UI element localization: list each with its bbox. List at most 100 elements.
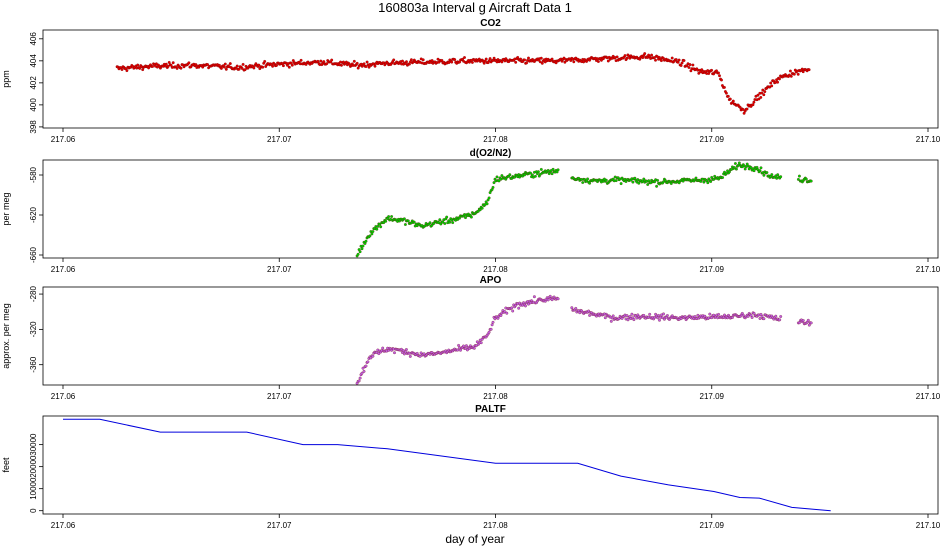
x-tick-label: 217.07 [267, 265, 292, 274]
scatter-point [478, 208, 482, 212]
plot-frame [42, 159, 939, 259]
scatter-point [440, 58, 444, 62]
scatter-point [523, 58, 527, 62]
scatter-point [450, 60, 454, 64]
x-tick-label: 217.06 [51, 135, 76, 144]
scatter-point [588, 313, 592, 317]
scatter-point [556, 168, 560, 172]
scatter-point [495, 175, 499, 179]
scatter-point [491, 320, 495, 324]
scatter-point [175, 66, 179, 70]
scatter-point [769, 81, 773, 85]
scatter-point [463, 56, 466, 59]
scatter-point [697, 71, 701, 75]
scatter-point [588, 181, 592, 185]
scatter-point [611, 314, 615, 318]
scatter-point [770, 173, 774, 177]
scatter-point [625, 314, 629, 318]
scatter-point [151, 65, 154, 68]
scatter-point [362, 62, 366, 66]
scatter-point [438, 218, 442, 222]
scatter-point [661, 316, 664, 320]
scatter-point [731, 99, 735, 103]
scatter-point [556, 297, 560, 301]
scatter-point [539, 167, 543, 171]
series-line [63, 418, 831, 512]
scatter-point [694, 176, 698, 180]
scatter-point [702, 180, 706, 184]
scatter-point [523, 173, 527, 177]
scatter-point [792, 72, 796, 76]
scatter-point [517, 306, 521, 310]
scatter-point [734, 167, 738, 171]
scatter-point [171, 61, 175, 65]
scatter-point [796, 177, 800, 181]
scatter-point [510, 306, 514, 310]
scatter-point [505, 311, 509, 315]
scatter-point [758, 317, 762, 320]
scatter-point [648, 312, 652, 316]
scatter-point [403, 223, 407, 226]
scatter-point [674, 58, 678, 61]
scatter-point [730, 316, 734, 319]
scatter-point [759, 166, 763, 170]
scatter-point [733, 162, 737, 165]
scatter-point [451, 221, 455, 225]
scatter-point [548, 294, 552, 298]
scatter-point [356, 252, 360, 256]
scatter-point [381, 346, 385, 350]
scatter-point [700, 68, 704, 72]
panel-title: PALTF [475, 404, 506, 415]
scatter-point [243, 68, 247, 72]
scatter-point [728, 97, 732, 101]
scatter-point [485, 202, 489, 206]
scatter-point [655, 184, 659, 188]
scatter-point [752, 169, 756, 173]
scatter-point [503, 310, 507, 314]
scatter-point [776, 173, 780, 177]
scatter-point [746, 314, 750, 318]
scatter-point [809, 321, 813, 325]
scatter-point [408, 354, 412, 358]
scatter-point [136, 63, 140, 67]
scatter-point [688, 63, 692, 67]
plot-area [115, 52, 811, 115]
scatter-point [319, 59, 323, 63]
scatter-point [360, 247, 364, 251]
scatter-point [762, 317, 766, 321]
scatter-point [656, 178, 660, 182]
scatter-point [718, 74, 721, 78]
scatter-point [631, 180, 635, 184]
plot-frame [42, 286, 939, 386]
x-tick-label: 217.10 [916, 135, 941, 144]
scatter-point [723, 313, 726, 317]
scatter-point [194, 63, 198, 66]
scatter-point [125, 69, 129, 73]
x-tick-label: 217.08 [483, 135, 508, 144]
y-tick-label: 406 [29, 32, 38, 46]
scatter-point [263, 59, 267, 63]
scatter-point [572, 60, 576, 64]
scatter-point [659, 59, 663, 63]
scatter-point [403, 350, 407, 354]
x-tick-label: 217.07 [267, 392, 292, 401]
scatter-point [708, 312, 712, 316]
scatter-point [404, 348, 408, 351]
scatter-point [637, 181, 641, 185]
plot-area [63, 418, 831, 512]
x-tick-label: 217.07 [267, 135, 292, 144]
scatter-point [464, 346, 467, 350]
panel-1: CO2 ppm 398 400 402 404 406 217.06 217.07 217.08 2… [1, 18, 941, 144]
scatter-point [457, 343, 461, 347]
scatter-point [532, 295, 536, 299]
scatter-point [287, 65, 291, 69]
scatter-point [691, 63, 695, 67]
scatter-point [619, 182, 623, 186]
scatter-point [179, 66, 183, 70]
scatter-point [378, 222, 382, 226]
scatter-point [362, 369, 366, 373]
scatter-point [717, 312, 721, 316]
scatter-point [237, 67, 241, 71]
y-tick-label: 404 [29, 54, 38, 68]
